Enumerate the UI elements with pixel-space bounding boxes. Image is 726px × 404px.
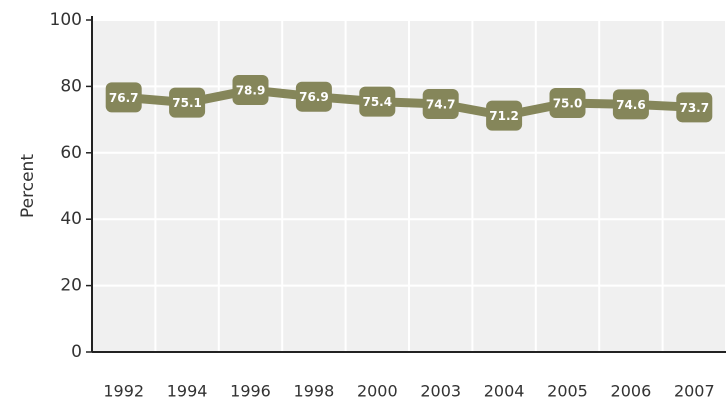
x-tick-label: 2007 (674, 382, 715, 401)
marker (486, 100, 523, 131)
x-tick-label: 1996 (230, 382, 271, 401)
marker (612, 89, 649, 120)
x-tick-label: 1994 (167, 382, 208, 401)
marker (295, 81, 332, 112)
value-label: 76.9 (299, 90, 329, 104)
value-label: 75.4 (362, 95, 392, 109)
marker (169, 87, 206, 118)
value-label: 78.9 (236, 84, 266, 98)
line (123, 85, 695, 121)
y-tick-label: 100 (50, 10, 82, 30)
value-label: 75.0 (553, 97, 583, 111)
x-tick-label: 1992 (103, 382, 144, 401)
value-label: 76.7 (109, 91, 139, 105)
y-tick-label: 0 (71, 342, 82, 362)
x-tick-label: 2005 (547, 382, 588, 401)
marker (422, 88, 459, 119)
x-tick-label: 2000 (357, 382, 398, 401)
x-tick-label: 2006 (611, 382, 652, 401)
value-label: 71.2 (489, 109, 519, 123)
marker (105, 82, 142, 113)
x-tick-label: 2003 (420, 382, 461, 401)
y-axis-label: Percent (18, 154, 38, 218)
marker (549, 88, 586, 118)
marker (232, 75, 269, 106)
y-tick-label: 40 (60, 209, 82, 229)
y-tick-label: 80 (60, 76, 82, 96)
marker (359, 86, 396, 117)
value-label: 74.7 (426, 97, 456, 111)
value-label: 75.1 (172, 96, 202, 110)
value-label: 74.6 (616, 98, 646, 112)
marker (676, 92, 713, 123)
x-tick-label: 2004 (484, 382, 525, 401)
y-tick-label: 20 (60, 276, 82, 296)
value-label: 73.7 (679, 101, 709, 115)
x-tick-label: 1998 (294, 382, 335, 401)
y-tick-label: 60 (60, 143, 82, 163)
